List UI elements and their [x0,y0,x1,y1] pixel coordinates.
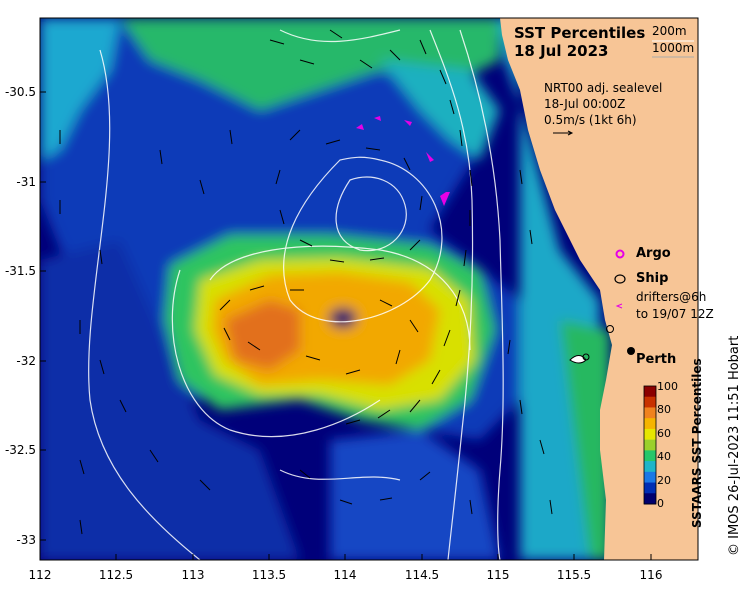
isobath-label-200: 200m [652,24,687,38]
x-tick-label: 115 [486,568,510,582]
colorbar-tick: 20 [657,474,671,487]
y-tick-label: -31 [16,175,36,189]
argo-legend-marker [615,249,625,259]
x-tick-label: 114.5 [404,568,440,582]
ship-legend-marker [614,274,626,284]
colorbar-tick: 40 [657,450,671,463]
sst-field [40,18,610,560]
colorbar-tick: 0 [657,497,664,510]
colorbar-swatch [644,482,656,494]
city-label-perth: Perth [636,352,677,367]
colorbar-swatch [644,493,656,505]
plot-frame [39,17,699,561]
map-title: SST Percentiles [514,24,646,42]
ship-legend-label: Ship [636,271,669,286]
y-tick-label: -33 [16,533,36,547]
x-tick-label: 116 [639,568,663,582]
contours [88,29,504,560]
tick-marks [39,91,652,560]
x-tick-label: 112 [28,568,52,582]
colorbar-swatch [644,407,656,419]
y-tick-label: -32.5 [4,443,36,457]
arrow-scale-label: 0.5m/s (1kt 6h) [544,113,637,127]
colorbar-swatch [644,418,656,430]
sealevel-product: NRT00 adj. sealevel [544,81,663,95]
velocity-arrows [59,29,553,535]
colorbar-tick: 60 [657,427,671,440]
colorbar-swatch [644,471,656,484]
x-tick-label: 115.5 [556,568,592,582]
colorbar-swatch [644,461,656,473]
colorbar-swatch [644,396,656,408]
drifter-legend-label: drifters@6h [636,290,707,304]
colorbar-tick: 100 [657,380,678,393]
colorbar-swatch [644,439,656,451]
x-tick-label: 114 [333,568,357,582]
x-tick-label: 113.5 [251,568,287,582]
y-tick-label: -32 [16,354,36,368]
map-date: 18 Jul 2023 [514,42,609,60]
drifter-legend-period: to 19/07 12Z [636,307,714,321]
colorbar-swatches [644,386,656,505]
isobath-label-1000: 1000m [652,41,695,55]
argo-floats [356,116,450,206]
drifter-legend-marker [615,303,623,309]
colorbar-swatch [644,450,656,462]
colorbar-tick: 80 [657,403,671,416]
argo-legend-label: Argo [636,246,671,261]
colorbar-frame [643,385,657,505]
coast-features [569,325,614,364]
x-tick-label: 113 [181,568,205,582]
credit-text: © IMOS 26-Jul-2023 11:51 Hobart [727,335,740,556]
y-tick-label: -30.5 [4,85,36,99]
x-tick-label: 112.5 [98,568,134,582]
colorbar-swatch [644,428,656,441]
y-tick-label: -31.5 [4,264,36,278]
perth-marker [627,347,635,355]
sealevel-time: 18-Jul 00:00Z [544,97,626,111]
colorbar-title: SSTAARS SST Percentiles [690,358,704,528]
colorbar-swatch [644,386,656,398]
